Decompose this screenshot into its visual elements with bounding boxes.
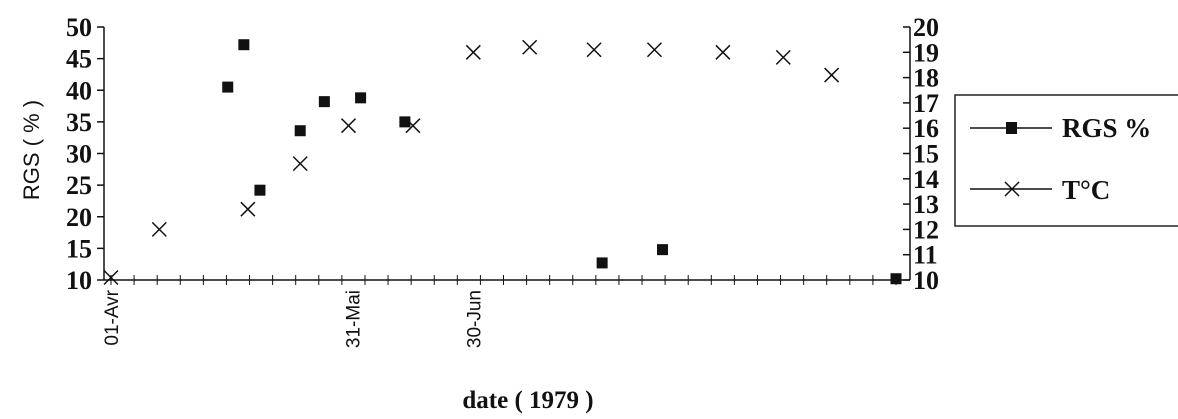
temperature-point [465, 44, 481, 60]
legend-rgs-label: RGS % [1062, 113, 1151, 143]
rgs-series [222, 39, 902, 285]
x-tick-label: 31-Mai [344, 290, 365, 348]
left-tick-label: 45 [66, 45, 92, 74]
temperature-point [103, 269, 119, 286]
x-axis: 01-Avr 31-Mai 30-Jun [102, 275, 910, 348]
temperature-point [522, 39, 538, 55]
legend: RGS % T°C [954, 94, 1178, 227]
rgs-point [399, 116, 411, 128]
right-tick-label: 16 [913, 114, 939, 143]
legend-rgs-marker [1006, 122, 1017, 134]
right-tick-label: 15 [913, 140, 939, 169]
right-tick-label: 19 [913, 38, 939, 67]
legend-temp-marker [1004, 181, 1020, 197]
left-tick-label: 30 [66, 140, 92, 169]
right-tick-label: 13 [913, 190, 939, 219]
x-tick-label: 30-Jun [464, 290, 485, 348]
rgs-point [294, 125, 306, 137]
x-tick-label: 01-Avr [102, 289, 123, 345]
temperature-point [292, 156, 308, 172]
left-tick-label: 50 [66, 13, 92, 42]
right-tick-label: 18 [913, 64, 939, 93]
rgs-point [318, 96, 330, 108]
temperature-point [340, 118, 357, 134]
temperature-point [646, 42, 662, 58]
temperature-point [775, 49, 791, 65]
right-tick-label: 11 [913, 241, 938, 270]
temperature-point [824, 67, 840, 83]
temperature-series [103, 39, 840, 286]
right-tick-label: 20 [913, 13, 939, 42]
rgs-point [222, 81, 234, 93]
left-tick-label: 35 [66, 108, 92, 137]
left-tick-label: 20 [66, 203, 92, 232]
rgs-point [657, 244, 669, 256]
right-tick-label: 14 [913, 165, 939, 194]
x-axis-label: date ( 1979 ) [462, 387, 593, 414]
left-tick-label: 15 [66, 234, 92, 263]
right-tick-label: 17 [913, 89, 939, 118]
rgs-point [890, 273, 902, 285]
left-tick-label: 10 [66, 266, 92, 295]
temperature-point [405, 118, 421, 134]
legend-box [954, 94, 1178, 227]
temperature-point [715, 44, 731, 60]
left-tick-label: 40 [66, 76, 92, 105]
rgs-point [238, 39, 250, 51]
left-tick-label: 25 [66, 171, 92, 200]
y-axis-label: RGS ( % ) [19, 100, 44, 200]
rgs-point [355, 92, 367, 104]
rgs-point [596, 257, 608, 269]
temperature-point [151, 221, 167, 237]
right-tick-label: 12 [913, 215, 939, 244]
temperature-point [586, 42, 602, 58]
legend-temp-label: T°C [1062, 175, 1110, 205]
right-tick-label: 10 [913, 266, 939, 295]
temperature-point [240, 201, 256, 217]
rgs-point [254, 184, 266, 196]
